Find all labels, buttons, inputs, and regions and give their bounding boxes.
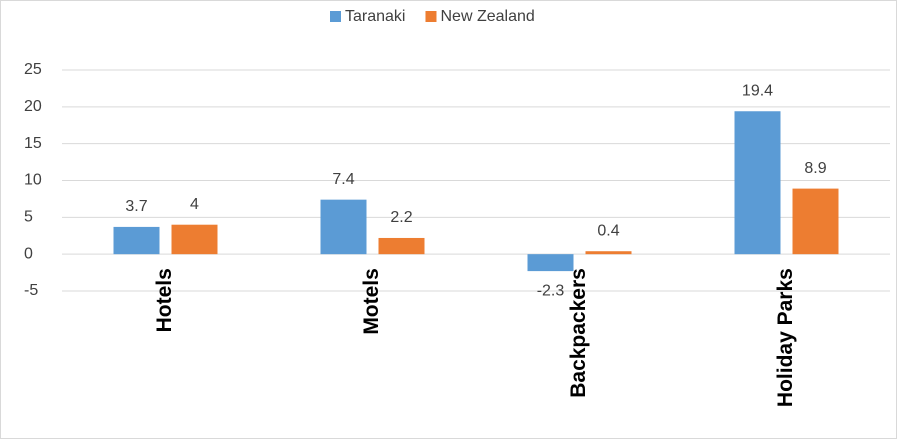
bar <box>734 111 781 255</box>
bar <box>113 226 160 255</box>
y-tick-label: 0 <box>24 245 33 262</box>
x-tick-label: Hotels <box>153 268 176 332</box>
data-label: 19.4 <box>742 82 773 99</box>
data-label: 0.4 <box>597 222 619 239</box>
data-label: 4 <box>190 196 199 213</box>
bar <box>320 199 367 255</box>
y-tick-label: -5 <box>24 282 38 299</box>
bar <box>171 224 218 255</box>
y-tick-label: 15 <box>24 135 42 152</box>
y-tick-label: 20 <box>24 98 42 115</box>
data-label: -2.3 <box>537 282 565 299</box>
bar <box>378 237 425 255</box>
bar <box>585 251 632 255</box>
y-tick-label: 25 <box>24 61 42 78</box>
bar <box>527 254 574 272</box>
legend-label: Taranaki <box>345 8 405 25</box>
y-tick-label: 10 <box>24 172 42 189</box>
bar <box>792 188 839 255</box>
data-label: 2.2 <box>390 209 412 226</box>
data-label: 3.7 <box>125 198 147 215</box>
data-label: 7.4 <box>332 171 354 188</box>
legend-label: New Zealand <box>440 8 534 25</box>
x-tick-label: Backpackers <box>567 268 590 398</box>
data-label: 8.9 <box>804 160 826 177</box>
x-tick-label: Motels <box>360 268 383 335</box>
y-tick-label: 5 <box>24 209 33 226</box>
legend-swatch <box>330 11 341 22</box>
x-tick-label: Holiday Parks <box>774 268 797 407</box>
legend-swatch <box>425 11 437 22</box>
